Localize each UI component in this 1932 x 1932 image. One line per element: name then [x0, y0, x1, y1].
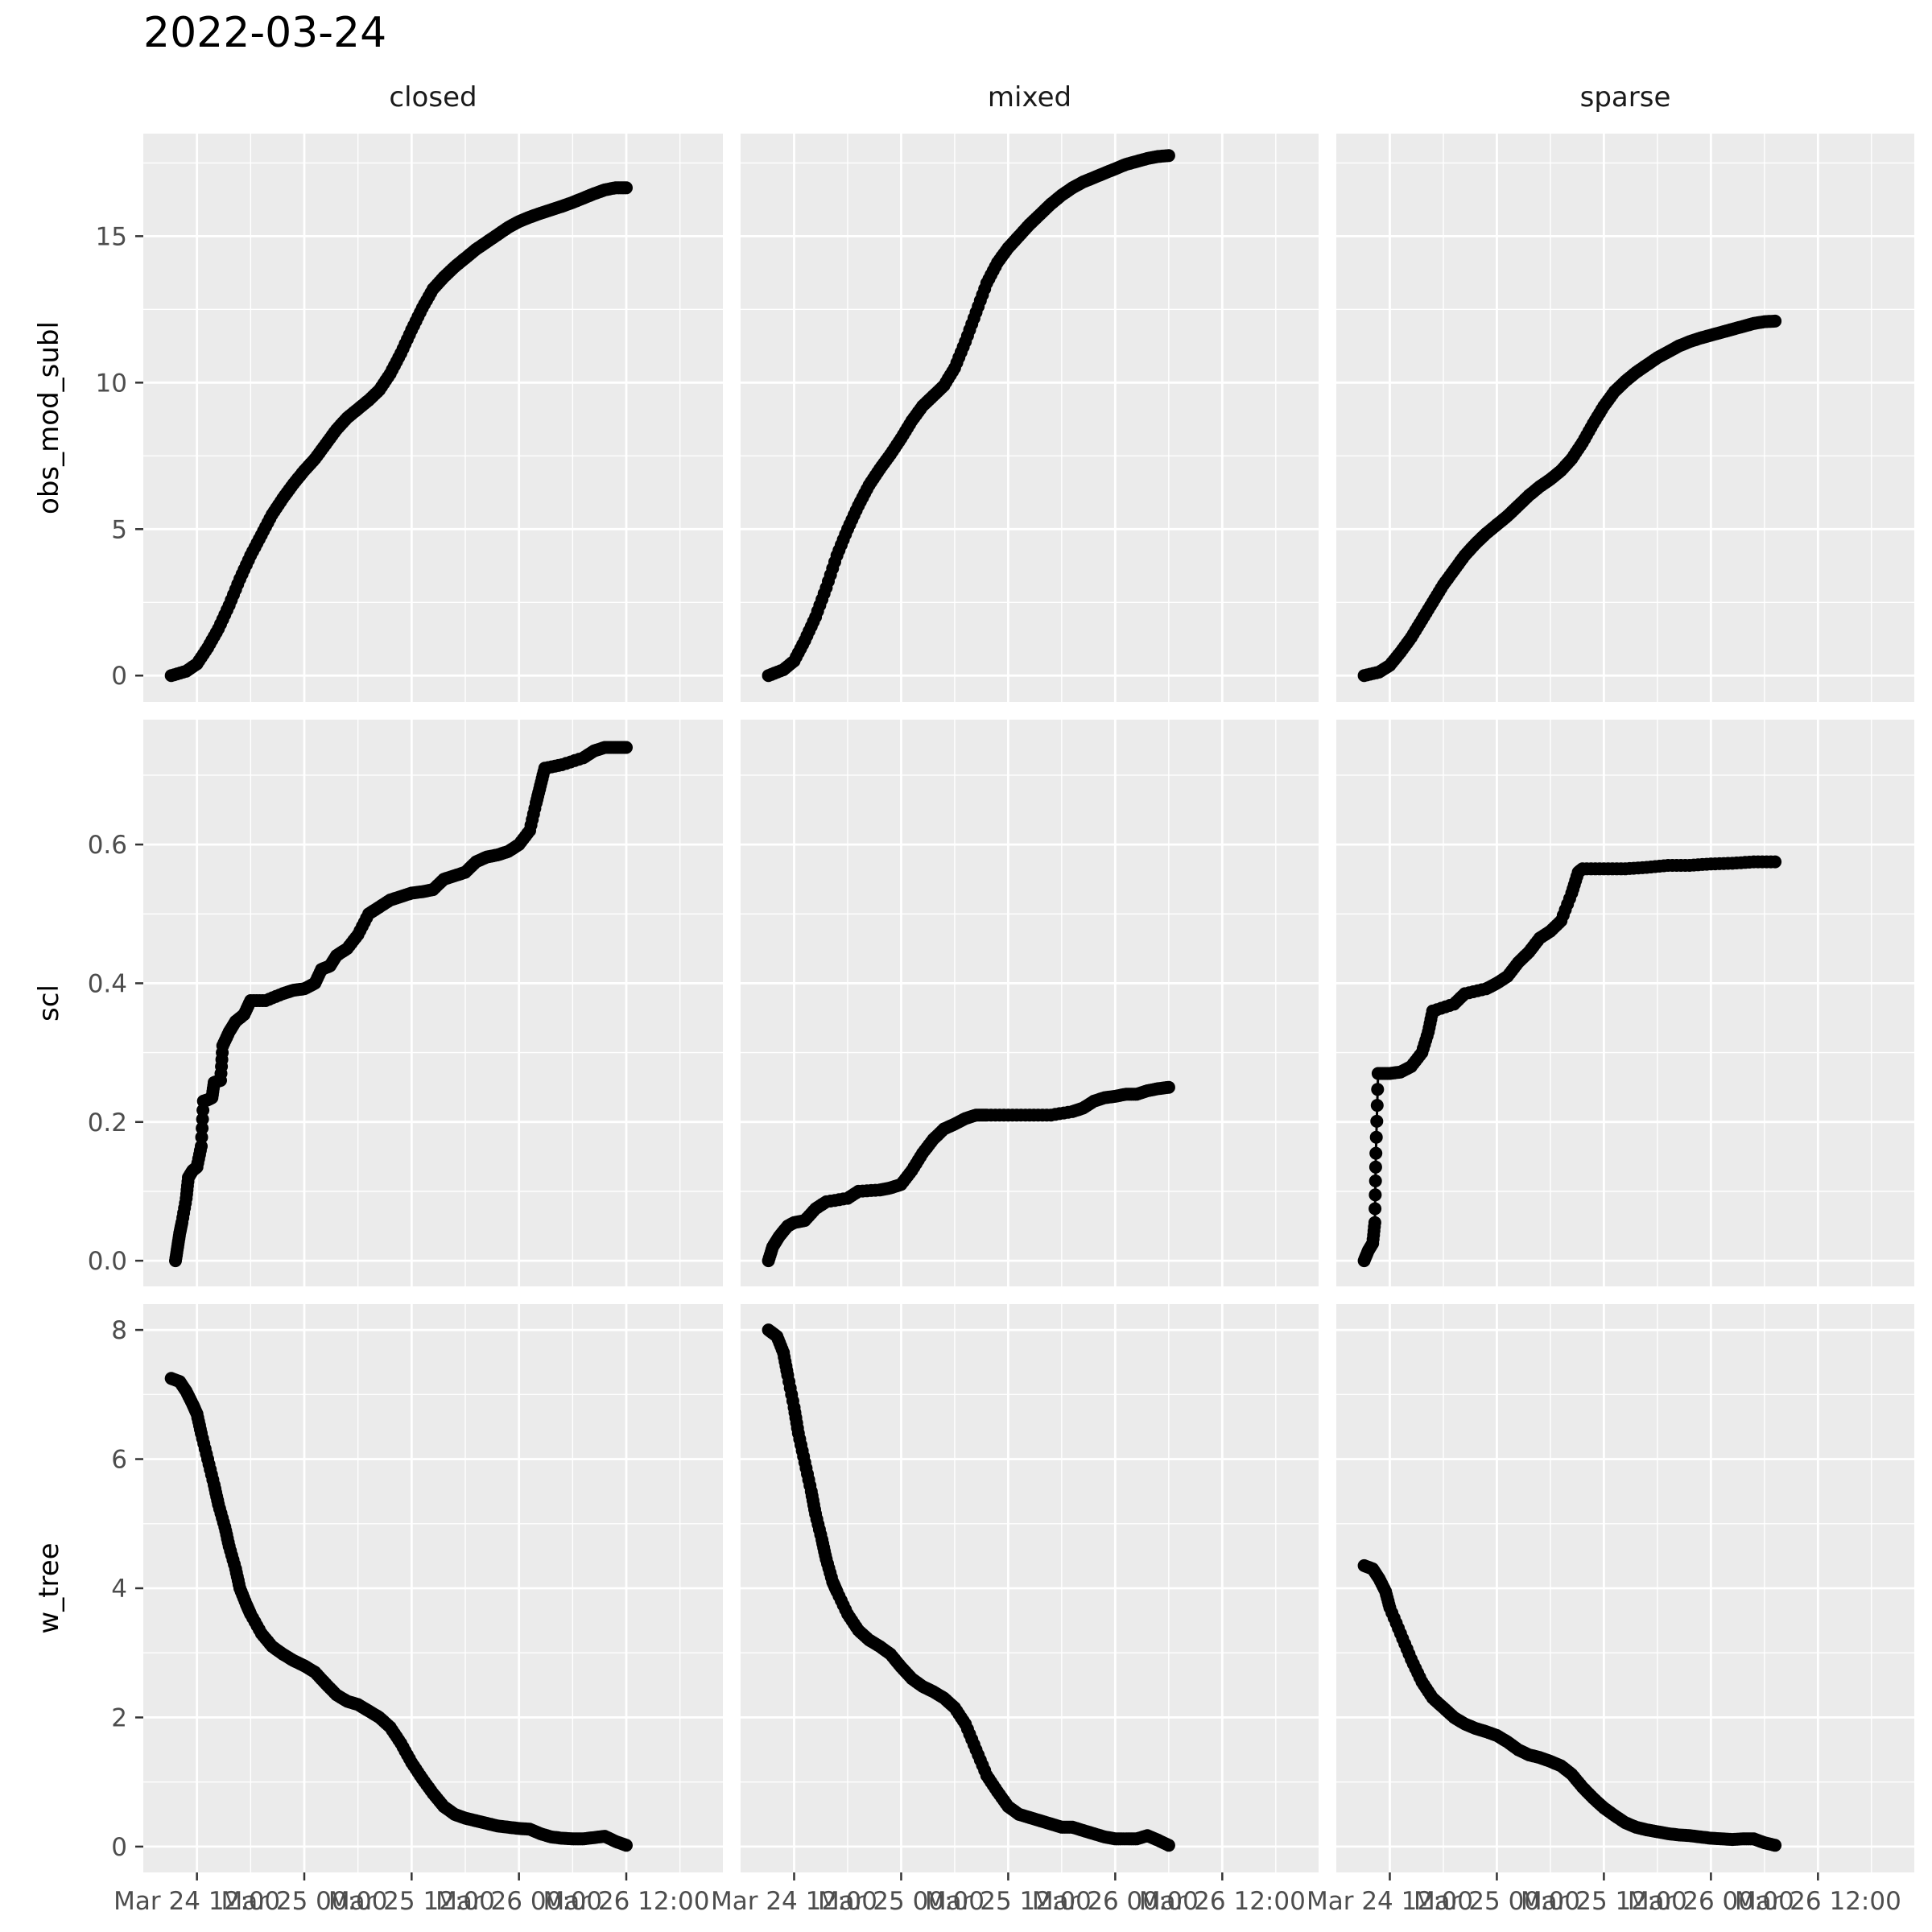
- panel-background: [1336, 720, 1914, 1286]
- data-point: [1370, 1114, 1384, 1128]
- x-tick-label: Mar 25 12:00: [925, 1887, 1092, 1916]
- data-point: [1368, 1202, 1382, 1216]
- panel-obs_mod_subl-mixed: [741, 134, 1319, 702]
- data-point: [1371, 1083, 1385, 1096]
- data-point: [620, 181, 633, 195]
- panel-obs_mod_subl-closed: [143, 134, 723, 702]
- data-point: [196, 1113, 209, 1126]
- y-axis-title-obs_mod_subl: obs_mod_subl: [33, 321, 65, 514]
- data-point: [1368, 1174, 1382, 1187]
- data-point: [195, 1139, 208, 1153]
- data-point: [1368, 1188, 1382, 1202]
- panel-scl-sparse: [1336, 720, 1914, 1286]
- y-tick-label: 0: [111, 1833, 127, 1862]
- panel-scl-mixed: [741, 720, 1319, 1286]
- x-tick-label: Mar 26 12:00: [543, 1887, 710, 1916]
- y-tick-label: 4: [111, 1575, 127, 1604]
- y-tick-label: 10: [96, 369, 127, 398]
- x-tick-label: Mar 26 12:00: [1735, 1887, 1901, 1916]
- facet-strip-sparse: sparse: [1580, 81, 1671, 114]
- y-tick-label: 2: [111, 1703, 127, 1732]
- data-point: [1162, 1839, 1175, 1852]
- facet-strip-closed: closed: [389, 81, 477, 114]
- x-tick-label: Mar 24 12:00: [114, 1887, 280, 1916]
- data-point: [1368, 1216, 1381, 1229]
- data-point: [620, 741, 633, 754]
- y-tick-label: 6: [111, 1446, 127, 1475]
- data-point: [1370, 1099, 1384, 1113]
- y-axis-title-w_tree: w_tree: [33, 1542, 65, 1633]
- x-tick-label: Mar 25 00:00: [1414, 1887, 1580, 1916]
- y-tick-label: 0.4: [88, 969, 127, 998]
- data-point: [1369, 1130, 1383, 1144]
- panel-w_tree-mixed: [741, 1304, 1319, 1872]
- facet-strip-mixed: mixed: [988, 81, 1071, 114]
- y-tick-label: 0: [111, 662, 127, 691]
- data-point: [620, 1839, 633, 1852]
- y-tick-label: 0.0: [88, 1247, 127, 1276]
- x-tick-label: Mar 24 12:00: [711, 1887, 877, 1916]
- y-axis-title-scl: scl: [33, 985, 65, 1022]
- data-point: [1368, 1160, 1382, 1174]
- y-tick-label: 0.6: [88, 831, 127, 860]
- x-tick-label: Mar 24 12:00: [1307, 1887, 1473, 1916]
- panel-background: [143, 720, 723, 1286]
- panel-w_tree-sparse: [1336, 1304, 1914, 1872]
- data-point: [1769, 314, 1782, 328]
- x-tick-label: Mar 26 00:00: [436, 1887, 602, 1916]
- x-tick-label: Mar 26 00:00: [1032, 1887, 1199, 1916]
- panel-scl-closed: [143, 720, 723, 1286]
- x-tick-label: Mar 26 12:00: [1139, 1887, 1306, 1916]
- chart-title: 2022-03-24: [143, 9, 386, 57]
- data-point: [1162, 1080, 1175, 1094]
- y-tick-label: 8: [111, 1316, 127, 1345]
- y-tick-label: 15: [96, 222, 127, 251]
- data-point: [1769, 855, 1782, 869]
- x-tick-label: Mar 26 00:00: [1628, 1887, 1794, 1916]
- y-tick-label: 0.2: [88, 1108, 127, 1137]
- data-point: [1369, 1146, 1383, 1160]
- x-tick-label: Mar 25 12:00: [1521, 1887, 1687, 1916]
- panel-w_tree-closed: [143, 1304, 723, 1872]
- x-tick-label: Mar 25 00:00: [818, 1887, 985, 1916]
- x-tick-label: Mar 25 12:00: [328, 1887, 495, 1916]
- data-point: [1162, 149, 1175, 163]
- y-tick-label: 5: [111, 515, 127, 544]
- panel-obs_mod_subl-sparse: [1336, 134, 1914, 702]
- data-point: [1769, 1839, 1782, 1852]
- data-point: [196, 1121, 209, 1135]
- x-tick-label: Mar 25 00:00: [221, 1887, 388, 1916]
